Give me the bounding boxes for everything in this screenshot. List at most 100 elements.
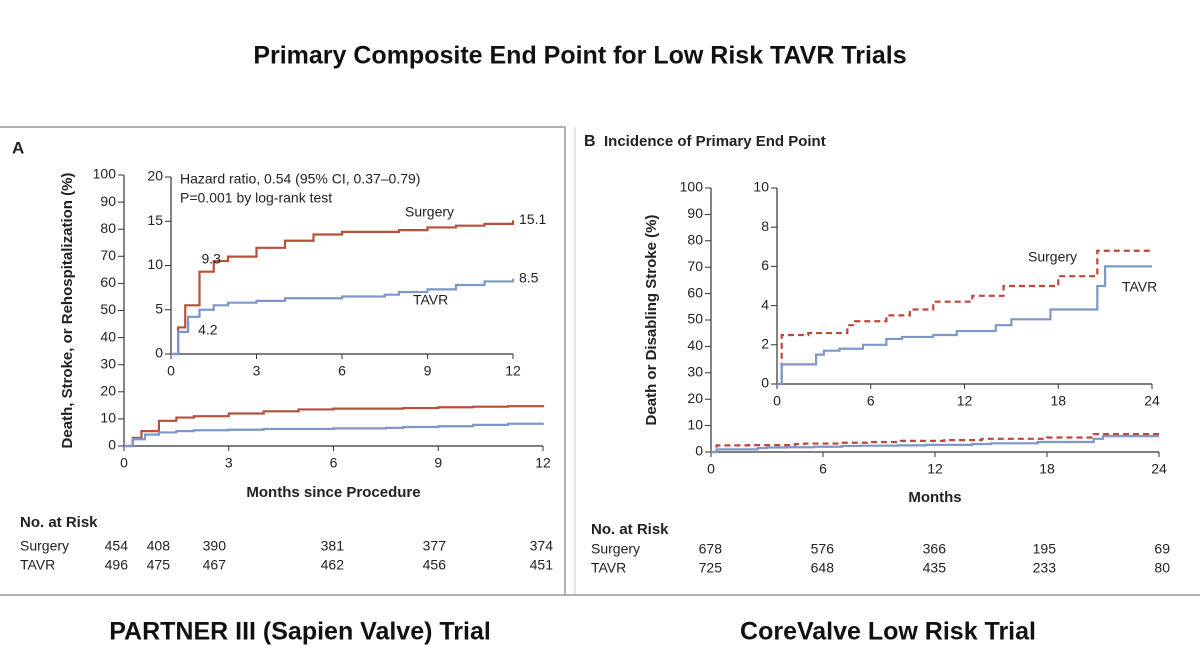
risk-value: 467 (203, 557, 227, 573)
y-tick-label: 10 (147, 256, 163, 272)
y-tick-label: 2 (761, 336, 769, 352)
x-tick-label: 0 (773, 393, 781, 409)
x-axis-label: Months (908, 489, 961, 506)
risk-value: 725 (699, 560, 723, 576)
risk-value: 69 (1154, 541, 1170, 557)
y-tick-label: 20 (687, 390, 703, 406)
risk-value: 233 (1033, 560, 1057, 576)
x-tick-label: 6 (819, 461, 827, 477)
y-axis-label: Death, Stroke, or Rehospitalization (%) (59, 173, 76, 449)
x-axis-label: Months since Procedure (246, 484, 420, 501)
y-tick-label: 50 (100, 301, 116, 317)
risk-value: 456 (423, 557, 447, 573)
series-label: TAVR (1122, 279, 1157, 295)
x-tick-label: 24 (1144, 393, 1160, 409)
risk-value: 451 (530, 557, 554, 573)
x-tick-label: 6 (867, 393, 875, 409)
y-tick-label: 10 (753, 179, 769, 195)
y-tick-label: 60 (100, 274, 116, 290)
risk-value: 496 (105, 557, 129, 573)
risk-value: 475 (147, 557, 171, 573)
km-curve (777, 249, 1152, 386)
y-tick-label: 100 (680, 179, 704, 195)
y-tick-label: 0 (108, 437, 116, 453)
y-tick-label: 15 (147, 212, 163, 228)
x-tick-label: 0 (120, 455, 128, 471)
risk-row-name: Surgery (20, 538, 69, 554)
y-tick-label: 100 (93, 166, 117, 182)
y-tick-label: 30 (100, 355, 116, 371)
x-tick-label: 24 (1151, 461, 1167, 477)
risk-value: 381 (321, 538, 345, 554)
y-tick-label: 10 (687, 416, 703, 432)
km-curve (711, 435, 1159, 454)
y-tick-label: 80 (100, 220, 116, 236)
x-tick-label: 12 (535, 455, 551, 471)
y-tick-label: 20 (147, 168, 163, 184)
y-tick-label: 40 (100, 328, 116, 344)
y-tick-label: 70 (687, 258, 703, 274)
km-curve (171, 220, 515, 356)
risk-value: 408 (147, 538, 171, 554)
risk-value: 462 (321, 557, 345, 573)
y-tick-label: 90 (100, 193, 116, 209)
data-label: 4.2 (198, 322, 218, 338)
end-label: 15.1 (519, 211, 546, 227)
risk-header: No. at Risk (20, 514, 98, 531)
km-curve (711, 432, 1159, 454)
panel-caption: PARTNER III (Sapien Valve) Trial (109, 618, 491, 646)
x-tick-label: 12 (505, 363, 521, 379)
risk-value: 435 (923, 560, 947, 576)
risk-row-name: TAVR (591, 560, 626, 576)
series-label: Surgery (405, 204, 454, 220)
risk-row-name: Surgery (591, 541, 640, 557)
y-tick-label: 70 (100, 247, 116, 263)
x-tick-label: 6 (330, 455, 338, 471)
x-tick-label: 6 (338, 363, 346, 379)
km-curve (124, 405, 545, 448)
chart-title: Incidence of Primary End Point (604, 133, 826, 150)
x-tick-label: 0 (707, 461, 715, 477)
risk-value: 366 (923, 541, 947, 557)
risk-row-name: TAVR (20, 557, 55, 573)
risk-value: 678 (699, 541, 723, 557)
y-tick-label: 10 (100, 410, 116, 426)
km-curve (124, 422, 545, 448)
y-tick-label: 60 (687, 284, 703, 300)
y-tick-label: 0 (695, 443, 703, 459)
panel-label: A (12, 138, 24, 157)
slide-title: Primary Composite End Point for Low Risk… (253, 42, 906, 70)
x-tick-label: 3 (225, 455, 233, 471)
x-tick-label: 12 (957, 393, 973, 409)
km-curve (777, 265, 1152, 386)
risk-value: 195 (1033, 541, 1057, 557)
y-tick-label: 0 (155, 345, 163, 361)
y-tick-label: 5 (155, 300, 163, 316)
risk-header: No. at Risk (591, 521, 669, 538)
risk-value: 390 (203, 538, 227, 554)
y-tick-label: 50 (687, 311, 703, 327)
x-tick-label: 18 (1050, 393, 1066, 409)
end-label: 8.5 (519, 269, 539, 285)
x-tick-label: 18 (1039, 461, 1055, 477)
x-tick-label: 0 (167, 363, 175, 379)
risk-value: 576 (811, 541, 835, 557)
risk-value: 377 (423, 538, 447, 554)
y-tick-label: 0 (761, 375, 769, 391)
annotation: Hazard ratio, 0.54 (95% CI, 0.37–0.79) (180, 171, 420, 187)
km-curve (171, 278, 515, 356)
y-tick-label: 90 (687, 205, 703, 221)
series-label: TAVR (413, 292, 448, 308)
y-tick-label: 80 (687, 232, 703, 248)
y-axis-label: Death or Disabling Stroke (%) (643, 215, 660, 426)
risk-value: 374 (530, 538, 554, 554)
x-tick-label: 3 (253, 363, 261, 379)
x-tick-label: 9 (424, 363, 432, 379)
series-label: Surgery (1028, 249, 1077, 265)
y-tick-label: 20 (100, 383, 116, 399)
data-label: 9.3 (202, 250, 222, 266)
risk-value: 454 (105, 538, 129, 554)
y-tick-label: 6 (761, 257, 769, 273)
panel-label: B (584, 133, 596, 150)
